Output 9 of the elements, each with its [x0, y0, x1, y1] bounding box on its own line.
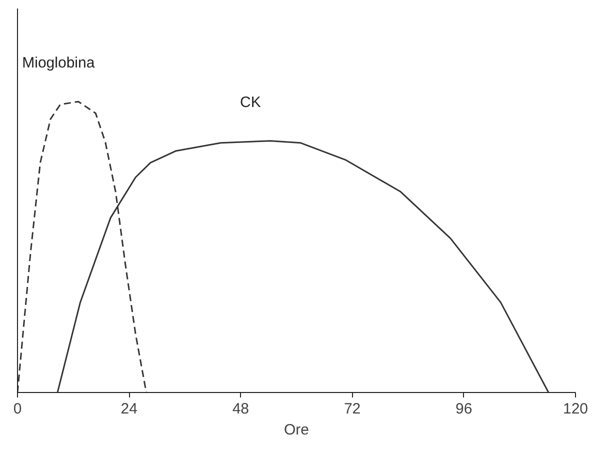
text: CK: [240, 94, 261, 111]
x-axis-title: Ore: [284, 422, 310, 438]
x-tick-label: 72: [344, 400, 361, 418]
x-tick-label: 24: [120, 400, 138, 418]
x-tick-label: 0: [13, 400, 22, 418]
text: Mioglobina: [22, 54, 96, 72]
x-tick-label: 96: [456, 400, 472, 418]
x-tick-label: 120: [562, 400, 588, 418]
x-tick-label: 48: [232, 400, 250, 418]
